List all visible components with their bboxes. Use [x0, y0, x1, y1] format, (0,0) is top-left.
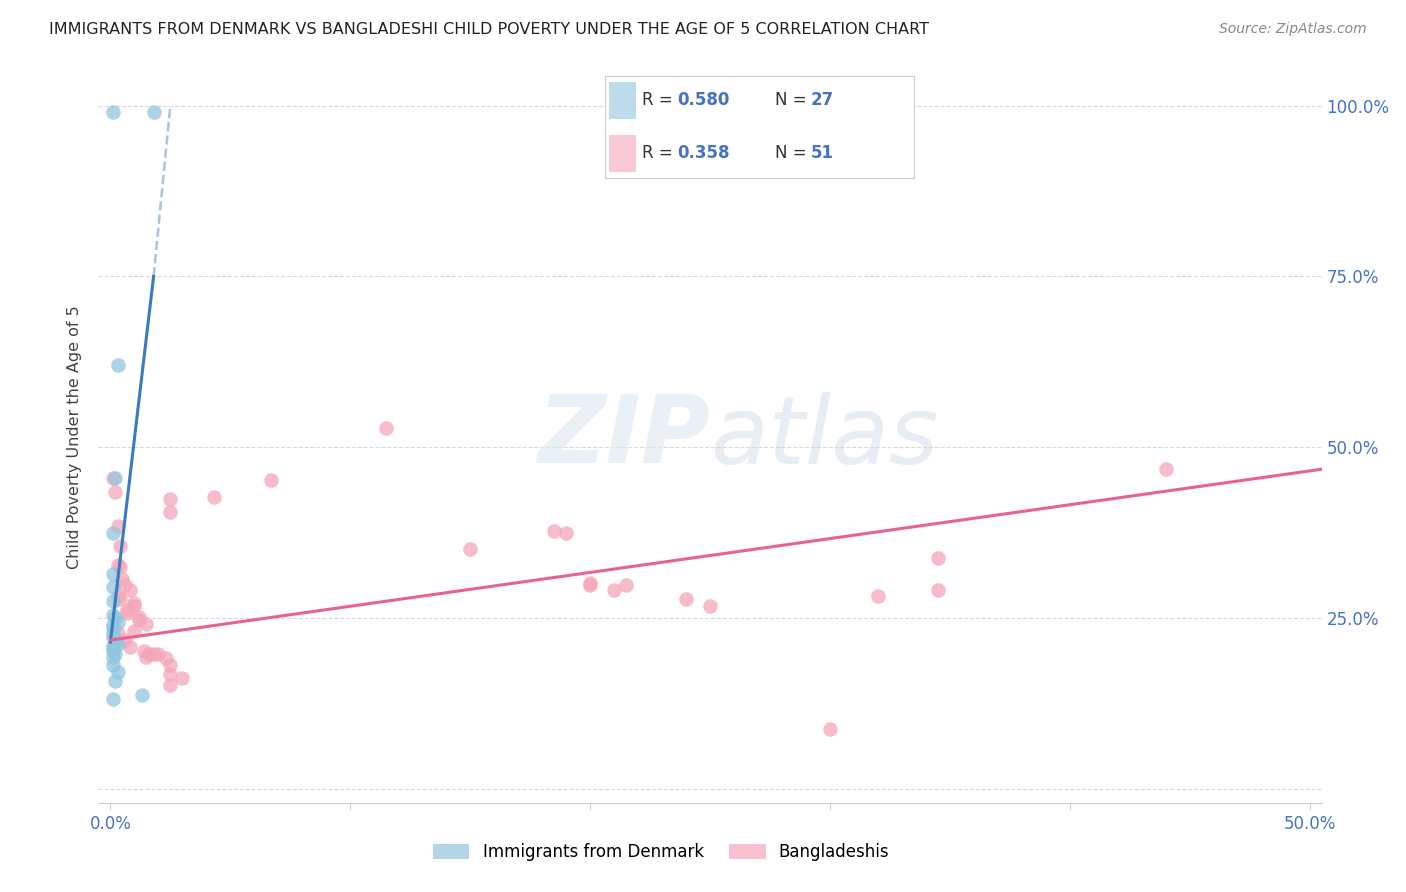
Text: 0.358: 0.358 — [678, 144, 730, 161]
Text: IMMIGRANTS FROM DENMARK VS BANGLADESHI CHILD POVERTY UNDER THE AGE OF 5 CORRELAT: IMMIGRANTS FROM DENMARK VS BANGLADESHI C… — [49, 22, 929, 37]
Point — [101, 471, 124, 485]
Point — [128, 613, 150, 627]
Point — [101, 626, 124, 640]
Point — [111, 572, 134, 586]
Point — [101, 618, 124, 632]
Point — [555, 525, 578, 540]
Point — [155, 651, 177, 665]
Point — [101, 622, 124, 636]
Point — [104, 471, 127, 485]
Text: ZIP: ZIP — [537, 391, 710, 483]
Point — [135, 650, 157, 665]
Point — [172, 672, 194, 686]
Y-axis label: Child Poverty Under the Age of 5: Child Poverty Under the Age of 5 — [67, 305, 83, 569]
Point — [104, 674, 127, 689]
Point — [101, 650, 124, 665]
FancyBboxPatch shape — [609, 82, 636, 120]
Text: R =: R = — [641, 92, 678, 110]
Point — [159, 678, 181, 692]
Point — [101, 105, 124, 120]
Point — [101, 631, 124, 645]
Point — [142, 105, 165, 120]
Point — [159, 505, 181, 519]
Point — [107, 637, 129, 651]
Point — [202, 490, 225, 504]
Point — [101, 594, 124, 608]
Point — [675, 592, 697, 607]
Text: 27: 27 — [810, 92, 834, 110]
Point — [107, 359, 129, 373]
Point — [866, 590, 889, 604]
Point — [927, 582, 949, 597]
Point — [458, 541, 481, 556]
Point — [124, 624, 146, 638]
Point — [114, 578, 136, 592]
Point — [603, 582, 626, 597]
Text: R =: R = — [641, 144, 678, 161]
Point — [260, 473, 283, 487]
Point — [927, 551, 949, 566]
Point — [107, 665, 129, 679]
Point — [115, 603, 138, 617]
Point — [132, 644, 155, 658]
Point — [104, 611, 127, 625]
Point — [107, 615, 129, 629]
Point — [114, 633, 136, 648]
Text: 51: 51 — [810, 144, 834, 161]
FancyBboxPatch shape — [609, 135, 636, 172]
Point — [579, 575, 602, 590]
Point — [101, 644, 124, 658]
Point — [101, 525, 124, 540]
Point — [101, 581, 124, 595]
Point — [138, 647, 160, 661]
Point — [108, 592, 131, 607]
Point — [101, 566, 124, 581]
Point — [108, 540, 131, 554]
Point — [159, 657, 181, 672]
Point — [375, 421, 398, 435]
Point — [107, 558, 129, 572]
Point — [118, 640, 141, 654]
Point — [159, 667, 181, 681]
Point — [107, 519, 129, 533]
Point — [818, 722, 841, 736]
Point — [107, 590, 129, 604]
Point — [614, 578, 637, 592]
Point — [104, 633, 127, 648]
Point — [699, 599, 721, 613]
Text: N =: N = — [775, 144, 811, 161]
Legend: Immigrants from Denmark, Bangladeshis: Immigrants from Denmark, Bangladeshis — [426, 837, 896, 868]
Point — [101, 657, 124, 672]
Point — [135, 616, 157, 631]
Text: 0.580: 0.580 — [678, 92, 730, 110]
Point — [104, 647, 127, 661]
Point — [131, 688, 153, 702]
Text: Source: ZipAtlas.com: Source: ZipAtlas.com — [1219, 22, 1367, 37]
Point — [148, 647, 170, 661]
Point — [101, 692, 124, 706]
Point — [124, 596, 146, 610]
Point — [124, 599, 146, 613]
Point — [118, 582, 141, 597]
Point — [101, 639, 124, 653]
Text: N =: N = — [775, 92, 811, 110]
Point — [128, 610, 150, 624]
Point — [1154, 462, 1177, 476]
Point — [142, 647, 165, 661]
Point — [101, 640, 124, 655]
Point — [101, 607, 124, 622]
Text: atlas: atlas — [710, 392, 938, 483]
Point — [108, 560, 131, 574]
Point — [579, 578, 602, 592]
Point — [115, 606, 138, 620]
Point — [104, 484, 127, 499]
Point — [107, 626, 129, 640]
Point — [159, 491, 181, 506]
Point — [543, 524, 565, 538]
